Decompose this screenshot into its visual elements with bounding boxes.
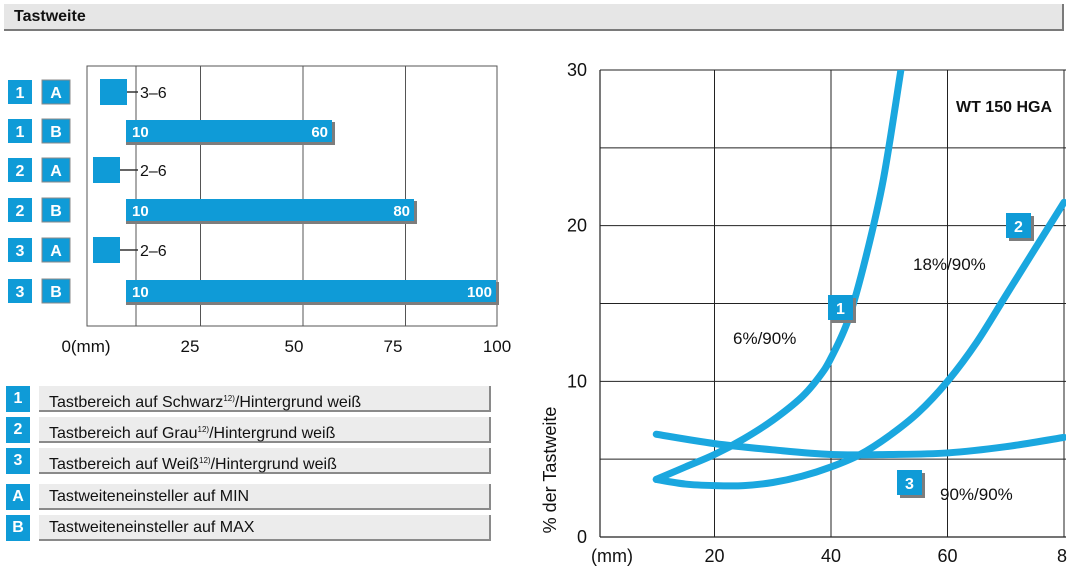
legend-text: Tastweiteneinsteller auf MIN <box>39 484 491 510</box>
x-tick-label: 75 <box>384 337 403 356</box>
series-marker-label: 3 <box>905 476 914 493</box>
series-name-label: 18%/90% <box>913 255 986 274</box>
y-tick-label: 10 <box>567 371 587 391</box>
x-tick-label: 20 <box>704 546 724 566</box>
range-label: 2–6 <box>140 243 167 260</box>
range-bar-max <box>126 199 414 221</box>
range-label: 2–6 <box>140 163 167 180</box>
legend-key: 3 <box>6 448 30 474</box>
chart-title: WT 150 HGA <box>956 99 1052 116</box>
series-marker-label: 1 <box>836 301 845 318</box>
x-tick-label: 40 <box>821 546 841 566</box>
x-tick-label: 0(mm) <box>61 337 110 356</box>
range-bar-min <box>93 157 120 183</box>
row-key-setting-label: B <box>50 284 62 301</box>
row-key-setting-label: A <box>50 85 62 102</box>
x-tick-label: 50 <box>285 337 304 356</box>
row-key-num <box>8 119 32 143</box>
legend-text: Tastbereich auf Grau12)/Hintergrund weiß <box>39 417 491 443</box>
range-bar-shadow <box>332 122 335 145</box>
y-axis-label: % der Tastweite <box>540 407 560 534</box>
legend-key: 1 <box>6 386 30 412</box>
range-label: 3–6 <box>140 85 167 102</box>
section-header: Tastweite <box>4 4 1064 31</box>
series-name-label: 6%/90% <box>733 329 796 348</box>
range-bar-max <box>126 280 496 302</box>
legend-key: A <box>6 484 30 510</box>
range-min-label: 10 <box>132 124 149 141</box>
row-key-num-label: 1 <box>16 124 25 141</box>
range-bar-min <box>93 237 120 263</box>
series-name-label: 90%/90% <box>940 485 1013 504</box>
y-tick-label: 30 <box>567 60 587 80</box>
row-key-setting-label: A <box>50 243 62 260</box>
series-line <box>652 430 1066 459</box>
row-key-num <box>8 80 32 104</box>
x-tick-label: (mm) <box>591 546 633 566</box>
legend-text: Tastweiteneinsteller auf MAX <box>39 515 491 541</box>
series-marker <box>897 470 922 495</box>
legend-key: B <box>6 515 30 541</box>
range-bar-shadow <box>126 302 496 305</box>
row-key-setting <box>41 278 71 304</box>
x-tick-label: 25 <box>181 337 200 356</box>
row-key-setting <box>41 157 71 183</box>
row-key-setting <box>41 197 71 223</box>
x-tick-label: 100 <box>483 337 511 356</box>
series-marker-label: 2 <box>1014 219 1023 236</box>
row-key-setting <box>41 237 71 263</box>
row-key-num <box>8 238 32 262</box>
row-key-num-label: 2 <box>16 203 25 220</box>
x-tick-label: 60 <box>937 546 957 566</box>
section-title: Tastweite <box>14 8 86 25</box>
row-key-num-label: 1 <box>16 85 25 102</box>
range-bar-min <box>100 79 127 105</box>
row-key-setting-label: B <box>50 124 62 141</box>
series-marker <box>1006 213 1031 238</box>
y-tick-label: 0 <box>577 527 587 547</box>
row-key-num-label: 2 <box>16 163 25 180</box>
row-key-num-label: 3 <box>16 243 25 260</box>
range-bar-shadow <box>414 201 417 224</box>
series-line <box>652 70 905 483</box>
row-key-num <box>8 279 32 303</box>
range-max-label: 100 <box>467 284 492 301</box>
row-key-setting <box>41 118 71 144</box>
x-tick-label: 8 <box>1057 546 1067 566</box>
range-bar-shadow <box>126 142 332 145</box>
range-min-label: 10 <box>132 284 149 301</box>
range-bar-shadow <box>126 221 414 224</box>
row-key-setting <box>41 79 71 105</box>
row-key-num-label: 3 <box>16 284 25 301</box>
row-key-num <box>8 198 32 222</box>
row-key-num <box>8 158 32 182</box>
row-key-setting-label: A <box>50 163 62 180</box>
range-min-label: 10 <box>132 203 149 220</box>
legend-text: Tastbereich auf Schwarz12)/Hintergrund w… <box>39 386 491 412</box>
legend-text: Tastbereich auf Weiß12)/Hintergrund weiß <box>39 448 491 474</box>
series-marker <box>828 295 853 320</box>
range-max-label: 80 <box>393 203 410 220</box>
range-bar-max <box>126 120 332 142</box>
legend-key: 2 <box>6 417 30 443</box>
row-key-setting-label: B <box>50 203 62 220</box>
y-tick-label: 20 <box>567 216 587 236</box>
range-max-label: 60 <box>311 124 328 141</box>
range-bar-shadow <box>496 282 499 305</box>
